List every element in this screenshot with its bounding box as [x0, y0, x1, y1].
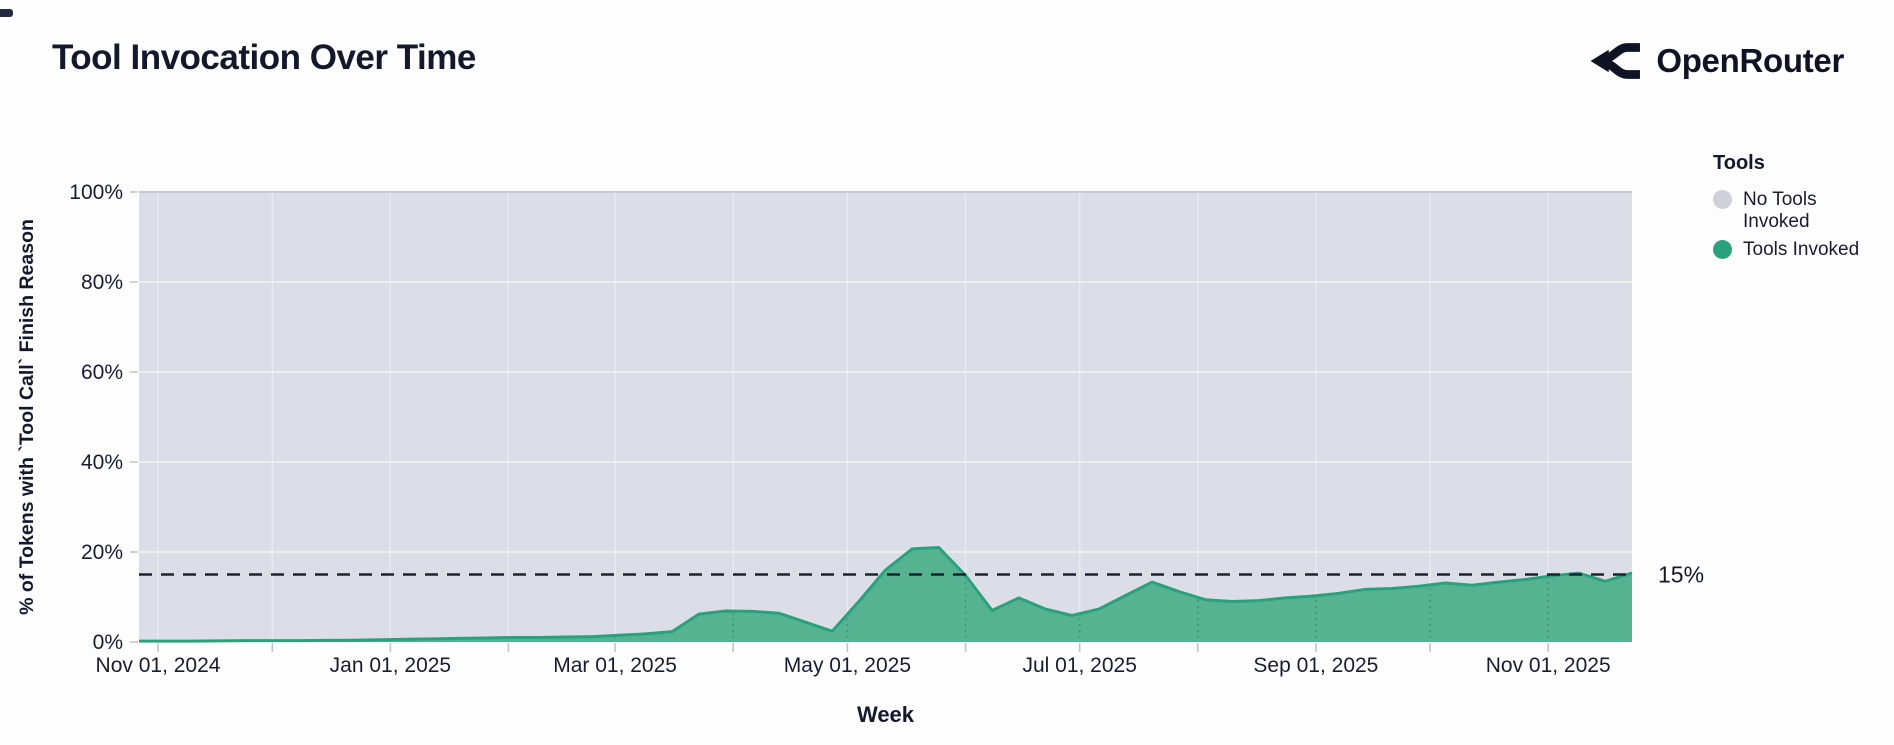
svg-text:Jan 01, 2025: Jan 01, 2025: [330, 654, 451, 677]
page-title: Tool Invocation Over Time: [52, 38, 476, 77]
svg-text:60%: 60%: [81, 361, 123, 384]
legend-item-no-tools-invoked[interactable]: No Tools Invoked: [1713, 189, 1883, 232]
legend-label-tools: Tools Invoked: [1743, 239, 1860, 261]
svg-text:Mar 01, 2025: Mar 01, 2025: [553, 654, 677, 677]
svg-text:Nov 01, 2024: Nov 01, 2024: [96, 654, 221, 677]
legend-title: Tools: [1713, 152, 1765, 174]
svg-text:Nov 01, 2025: Nov 01, 2025: [1486, 654, 1611, 677]
svg-text:Sep 01, 2025: Sep 01, 2025: [1253, 654, 1378, 677]
legend-swatch-no-tools: [1713, 190, 1732, 209]
svg-text:80%: 80%: [81, 271, 123, 294]
svg-text:0%: 0%: [93, 631, 123, 654]
svg-text:40%: 40%: [81, 451, 123, 474]
svg-text:20%: 20%: [81, 541, 123, 564]
brand-name: OpenRouter: [1656, 42, 1844, 79]
legend-swatch-tools: [1713, 240, 1732, 260]
chart-legend: Tools No Tools Invoked Tools Invoked: [1713, 152, 1883, 268]
legend-label-no-tools: No Tools Invoked: [1743, 189, 1817, 232]
svg-text:% of Tokens with `Tool Call` F: % of Tokens with `Tool Call` Finish Reas…: [16, 219, 38, 615]
brand: OpenRouter: [1589, 32, 1844, 90]
svg-text:100%: 100%: [69, 181, 123, 204]
legend-item-tools-invoked[interactable]: Tools Invoked: [1713, 239, 1883, 261]
svg-text:15%: 15%: [1658, 562, 1704, 588]
svg-text:Week: Week: [857, 702, 915, 727]
svg-text:Jul 01, 2025: Jul 01, 2025: [1022, 654, 1136, 677]
openrouter-logo-icon: [1589, 35, 1641, 87]
svg-text:May 01, 2025: May 01, 2025: [784, 654, 911, 677]
screen-edge-artifact: [0, 9, 13, 17]
